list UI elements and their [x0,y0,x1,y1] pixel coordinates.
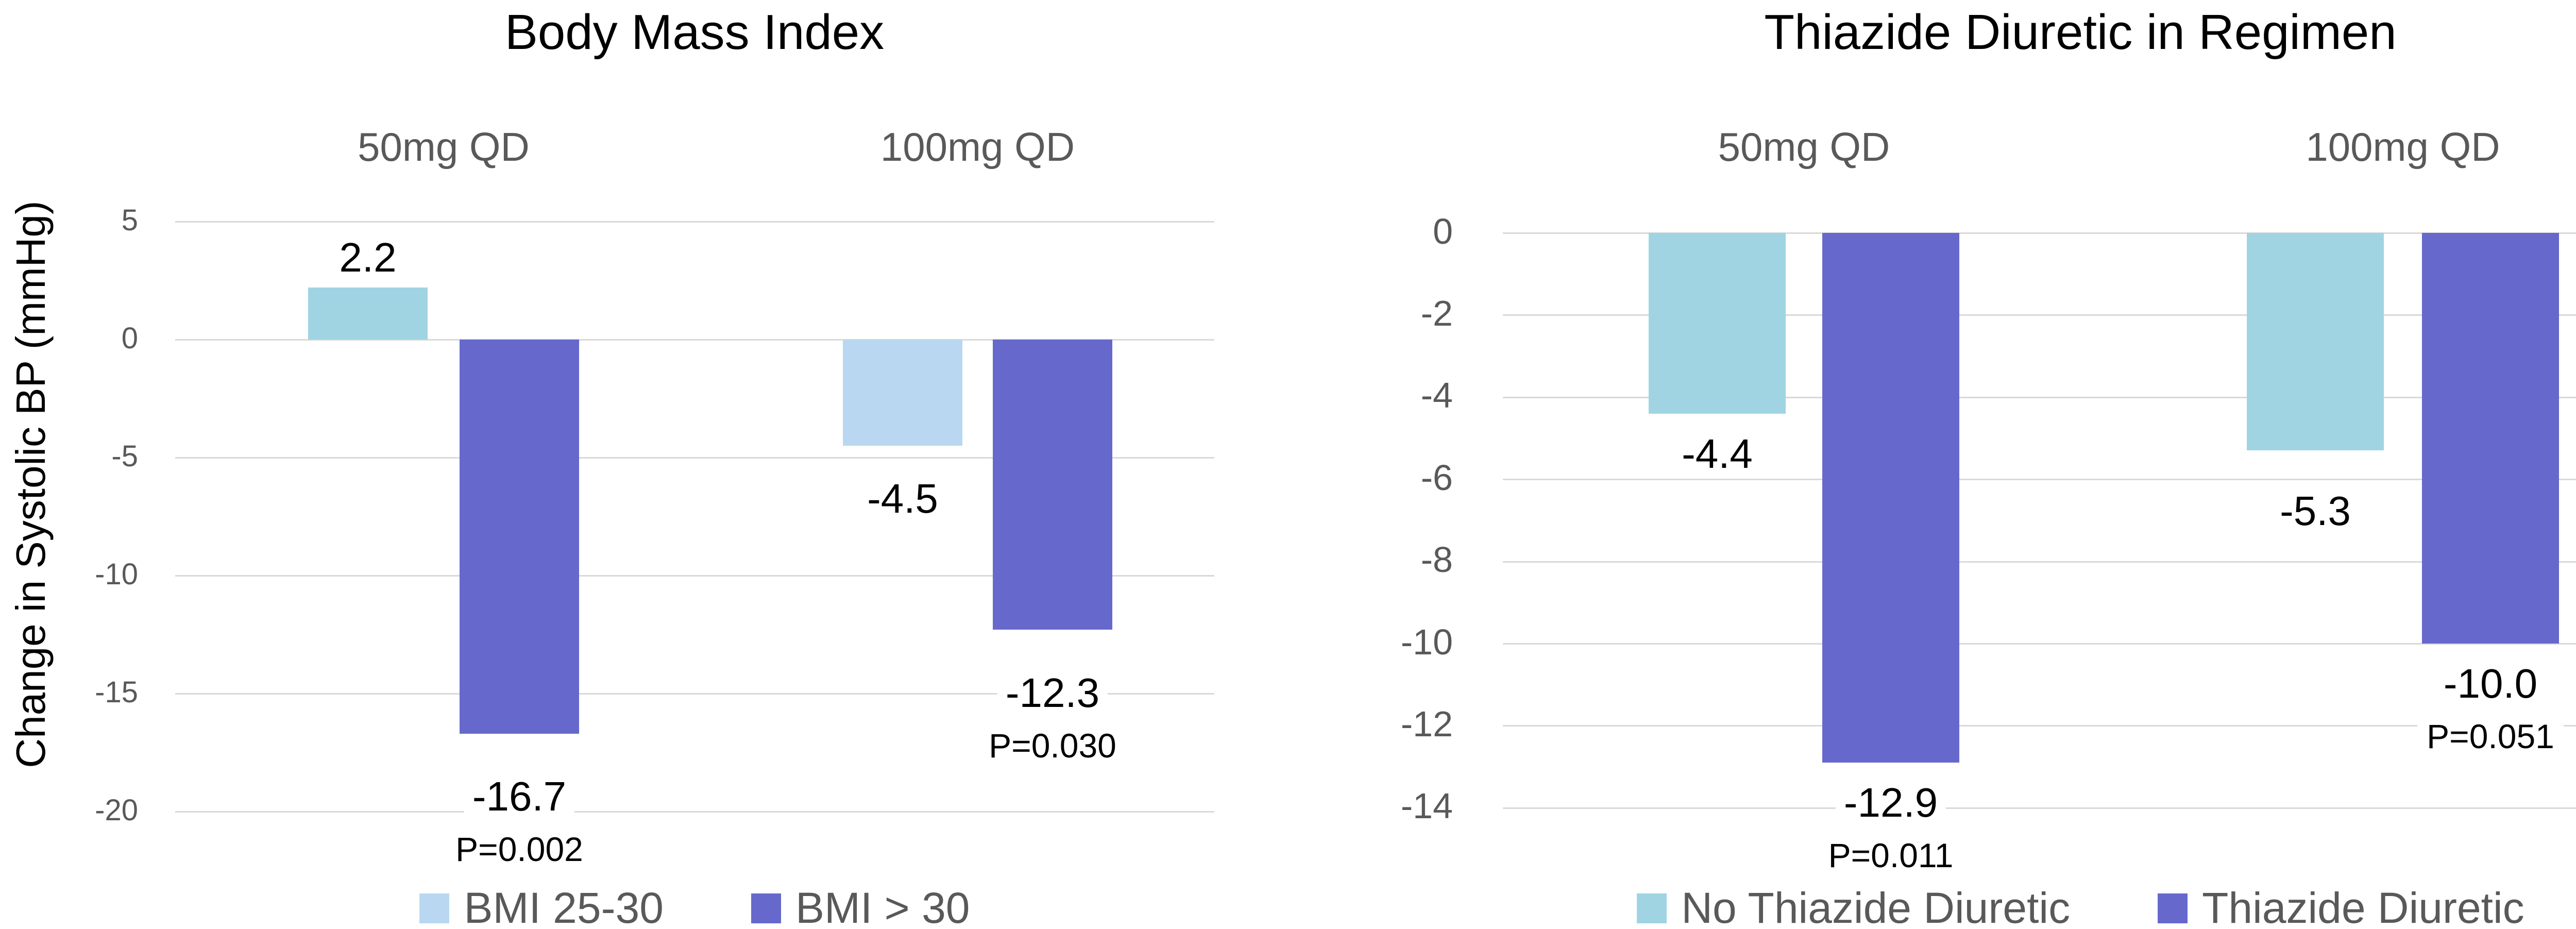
legend-item-no-thiazide-diuretic: No Thiazide Diuretic [1637,883,2070,929]
y-tick-label: -14 [1400,786,1453,826]
gridline [175,575,1214,577]
thiazide-chart: Thiazide Diuretic in Regimen 0 -2 -4 -6 -8 -1… [1360,0,2576,929]
legend: No Thiazide Diuretic Thiazide Diuretic [1503,883,2576,929]
bar-thiazide-diuretic-100mg-qd [2422,233,2559,644]
bar-bmi-25-30-100mg-qd [843,340,962,446]
gridline [175,811,1214,813]
y-tick-label: -2 [1420,293,1453,333]
gridline [1503,314,2576,316]
gridline [175,457,1214,459]
y-tick-label: -10 [95,558,138,592]
y-tick-label: -8 [1420,539,1453,580]
bar-value-label: -12.3 [997,671,1108,715]
gridline [1503,561,2576,563]
legend-item-thiazide-diuretic: Thiazide Diuretic [2158,883,2524,929]
y-tick-label: 0 [121,322,138,356]
p-value-label: P=0.030 [979,727,1126,765]
legend-label: Thiazide Diuretic [2202,884,2524,929]
bar-value-label: -12.9 [1835,781,1946,825]
legend-item-bmi-30: BMI > 30 [751,883,970,929]
gridline [1503,232,2576,234]
p-value-label: P=0.002 [446,830,592,869]
bar-value-label: -4.5 [859,477,946,521]
legend-swatch [2158,893,2188,923]
bar-bmi-25-30-50mg-qd [308,288,428,340]
category-label-100mg-qd: 100mg QD [880,124,1075,170]
gridline [175,221,1214,223]
p-value-label: P=0.051 [2417,718,2564,756]
gridline [1503,807,2576,809]
gridline [1503,479,2576,481]
y-tick-label: 0 [1433,211,1453,251]
y-tick-label: -5 [111,440,138,474]
bar-value-label: -16.7 [464,774,575,818]
bar-value-label: -10.0 [2435,662,2546,705]
p-value-label: P=0.011 [1819,837,1963,875]
legend-label: No Thiazide Diuretic [1681,884,2071,929]
y-tick-label: -6 [1420,457,1453,498]
bmi-chart: Body Mass Index Change in Systolic BP (m… [0,0,1267,929]
bar-no-thiazide-diuretic-100mg-qd [2247,233,2384,451]
legend-item-bmi-25-30: BMI 25-30 [419,883,664,929]
bar-bmi-30-50mg-qd [460,340,579,734]
y-tick-label: -20 [95,793,138,827]
gridline [175,339,1214,341]
chart-title-bmi: Body Mass Index [504,5,885,60]
gridline [1503,643,2576,645]
y-axis-title: Change in Systolic BP (mmHg) [8,200,54,768]
y-tick-label: -15 [95,675,138,710]
legend-swatch [1637,893,1667,923]
legend: BMI 25-30 BMI > 30 [175,883,1214,929]
legend-swatch [751,893,781,923]
chart-title-thiazide: Thiazide Diuretic in Regimen [1764,5,2397,60]
legend-label: BMI > 30 [795,884,970,929]
category-label-100mg-qd: 100mg QD [2306,124,2500,170]
gridline [1503,725,2576,727]
y-tick-label: -12 [1400,704,1453,744]
bar-value-label: -5.3 [2272,489,2359,533]
y-tick-label: -10 [1400,621,1453,662]
bar-no-thiazide-diuretic-50mg-qd [1649,233,1786,414]
bar-value-label: -4.4 [1673,432,1761,476]
gridline [1503,396,2576,398]
legend-label: BMI 25-30 [464,884,664,929]
gridline [175,693,1214,695]
bar-value-label: 2.2 [331,236,405,280]
legend-swatch [419,893,450,923]
category-label-50mg-qd: 50mg QD [358,124,530,170]
bar-thiazide-diuretic-50mg-qd [1822,233,1959,763]
y-tick-label: -4 [1420,375,1453,416]
category-label-50mg-qd: 50mg QD [1718,124,1890,170]
y-tick-label: 5 [121,204,138,238]
bar-bmi-30-100mg-qd [993,340,1112,630]
